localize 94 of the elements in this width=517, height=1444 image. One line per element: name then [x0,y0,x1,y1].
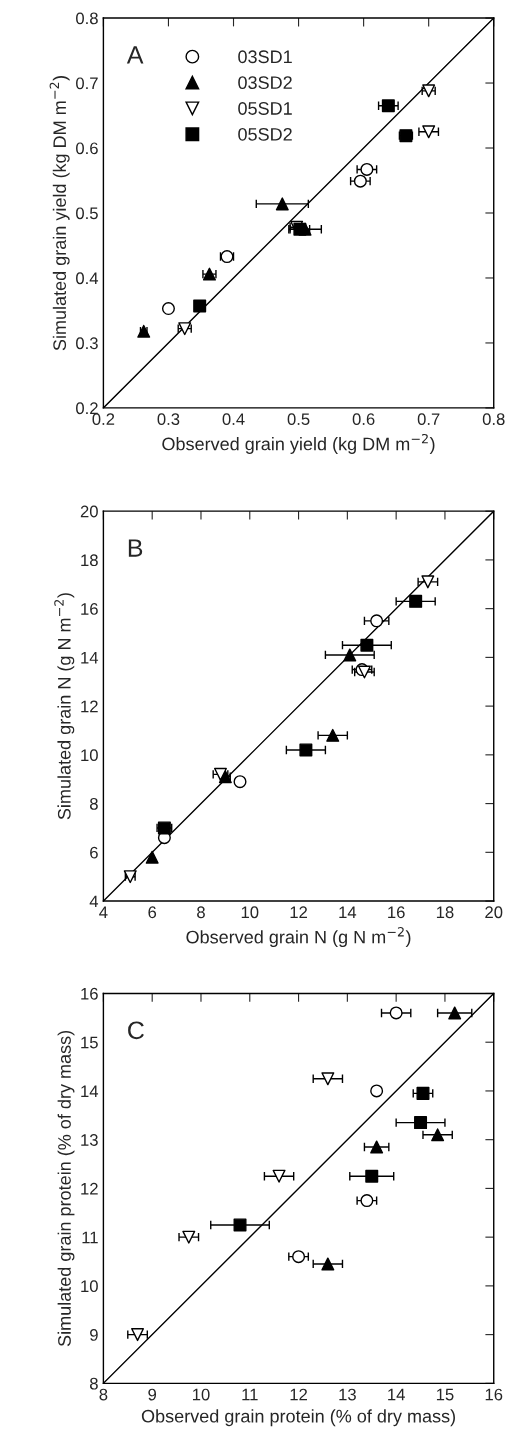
y-tick-label: 16 [81,987,98,1000]
x-tick-label: 10 [241,906,259,919]
y-tick-label: 14 [81,651,99,664]
y-tick-label: 0.5 [76,207,98,220]
annotation: C [128,1021,144,1040]
point [416,1086,430,1100]
y-axis-title: Simulated grain N (g N m$^{−2}$) [54,593,75,820]
y-tick-label: 11 [82,1231,98,1244]
y-tick-label: 12 [81,1182,98,1195]
annotation: B [128,539,143,557]
y-tick-label: 16 [81,603,98,615]
x-tick-label: 0.3 [157,413,180,426]
point [326,728,340,742]
point [414,1116,428,1130]
x-tick-label: 8 [99,1388,108,1401]
y-tick-label: 12 [81,700,98,713]
point [321,1072,335,1086]
y-tick-label: 0.2 [76,402,98,415]
point [193,299,207,313]
point [448,1006,462,1020]
x-tick-label: 14 [388,1388,405,1401]
y-tick-label: 8 [89,797,98,810]
point [370,614,384,628]
x-tick-label: 6 [148,906,157,919]
point [233,1218,247,1232]
point [131,1328,145,1342]
x-tick-label: 0.5 [287,413,310,426]
x-tick-label: 13 [339,1388,356,1401]
y-tick-label: 0.6 [76,142,98,155]
point [272,1169,286,1183]
x-tick-label: 12 [290,1388,307,1401]
x-tick-label: 9 [148,1388,157,1401]
y-tick-label: 0.8 [76,12,98,25]
y-tick-label: 8 [89,1377,98,1390]
x-tick-label: 20 [485,906,503,919]
y-tick-label: 0.4 [76,272,99,285]
point [360,162,374,176]
y-tick-label: 13 [81,1134,98,1146]
point [145,850,159,864]
annotation: A [126,46,144,64]
y-tick-label: 14 [81,1085,99,1097]
y-axis-title: Simulated grain protein (% of dry mass) [57,1030,75,1347]
point [292,1250,306,1264]
point [353,174,367,188]
x-tick-label: 11 [242,1388,258,1401]
point [370,1084,384,1098]
point [161,302,175,316]
point [275,197,289,211]
y-tick-label: 20 [80,505,98,518]
x-tick-label: 10 [192,1388,210,1401]
y-tick-label: 10 [81,1280,98,1293]
x-axis-title: Observed grain yield (kg DM m$^{−2}$) [162,433,435,454]
x-tick-label: 0.6 [352,413,375,426]
legend-label: 05SD2 [238,127,292,141]
y-tick-label: 9 [90,1329,98,1341]
y-axis-title: Simulated grain yield (kg DM m$^{−2}$) [49,76,70,351]
y-tick-label: 0.7 [76,77,98,90]
x-tick-label: 0.8 [482,413,505,426]
x-tick-label: 4 [99,906,108,918]
point [299,743,313,757]
legend-label: 03SD1 [238,50,292,64]
point [360,638,374,652]
point [409,594,423,608]
point [422,125,436,139]
y-tick-label: 6 [90,846,98,859]
point [389,1006,403,1020]
point [365,1169,379,1183]
x-axis-title: Observed grain N (g N m$^{−2}$) [186,927,411,948]
point [360,1194,374,1208]
point [381,99,395,113]
point [233,775,247,789]
x-tick-label: 16 [485,1388,503,1401]
point [431,1128,445,1142]
y-tick-label: 4 [89,895,99,908]
point [370,1140,384,1154]
x-tick-label: 12 [290,906,307,918]
point [182,1230,196,1244]
x-tick-label: 0.4 [222,413,245,426]
point [421,575,435,589]
y-tick-label: 15 [81,1036,98,1049]
x-tick-label: 0.7 [417,413,440,426]
y-tick-label: 0.3 [76,337,98,350]
x-axis-title: Observed grain protein (% of dry mass) [141,1409,455,1427]
x-tick-label: 8 [197,906,205,919]
y-tick-label: 18 [81,554,98,567]
legend-label: 05SD1 [238,102,292,115]
point [343,648,357,662]
x-tick-label: 18 [436,906,454,919]
y-tick-label: 10 [81,749,98,762]
point [321,1257,335,1271]
x-tick-label: 16 [388,906,405,919]
legend-label: 03SD2 [238,76,292,90]
x-tick-label: 14 [339,906,357,918]
x-tick-label: 15 [436,1388,454,1401]
